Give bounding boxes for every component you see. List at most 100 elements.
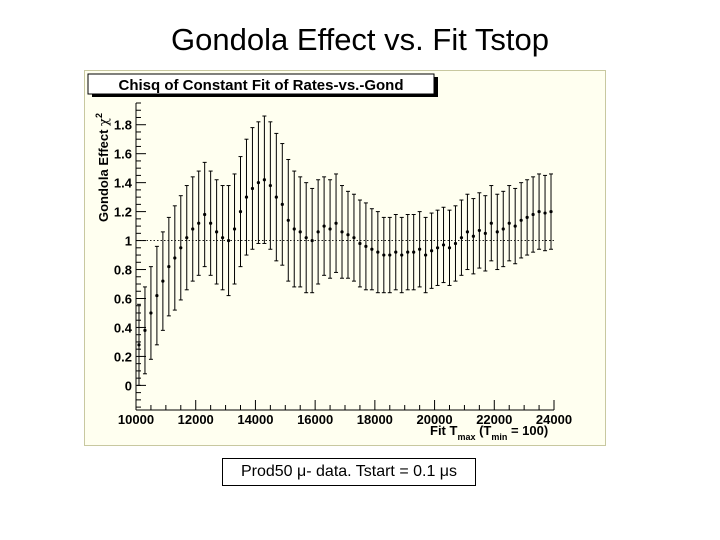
point-marker <box>477 228 481 233</box>
data-point <box>160 231 165 331</box>
data-point <box>316 179 321 285</box>
point-marker <box>209 221 213 225</box>
y-tick-label: 1.6 <box>114 147 132 162</box>
point-marker <box>161 279 165 283</box>
y-axis-label-symbol: χ <box>97 118 112 126</box>
point-marker <box>400 253 404 257</box>
point-marker <box>292 227 296 231</box>
data-point <box>447 209 452 286</box>
x-axis-label-c: = 100) <box>507 423 548 438</box>
data-point <box>250 127 255 250</box>
data-point <box>226 185 231 297</box>
data-point <box>304 182 309 294</box>
data-point <box>387 216 392 294</box>
point-marker <box>322 224 326 228</box>
data-point <box>483 195 488 272</box>
point-marker <box>179 246 183 250</box>
data-point <box>399 216 404 294</box>
point-marker <box>418 247 422 251</box>
point-marker <box>137 343 141 347</box>
y-tick-label: 0.6 <box>114 291 132 306</box>
point-marker <box>286 218 290 222</box>
point-marker <box>388 253 392 257</box>
point-marker <box>513 224 517 228</box>
point-marker <box>483 231 487 235</box>
y-tick-label: 1.2 <box>114 205 132 220</box>
data-point <box>310 187 315 294</box>
data-point <box>184 185 189 291</box>
x-tick-label: 20000 <box>416 412 452 427</box>
data-point <box>405 214 410 291</box>
data-point <box>369 208 374 291</box>
point-marker <box>489 221 493 225</box>
point-marker <box>191 227 195 231</box>
y-tick-label: 1.8 <box>114 118 132 133</box>
point-marker <box>155 293 159 298</box>
data-point <box>465 193 470 271</box>
point-marker <box>501 227 505 231</box>
data-point <box>375 211 380 294</box>
y-tick-label: 0.2 <box>114 349 132 364</box>
point-marker <box>226 238 231 243</box>
data-point <box>172 205 177 311</box>
point-marker <box>531 212 535 217</box>
data-point <box>471 198 476 275</box>
data-point <box>489 185 494 262</box>
point-marker <box>429 249 434 253</box>
point-marker <box>465 230 470 234</box>
x-tick-label: 18000 <box>357 412 393 427</box>
point-marker <box>435 246 440 250</box>
data-point <box>244 138 249 256</box>
x-axis-label-b: (T <box>475 423 491 438</box>
data-point <box>543 174 548 252</box>
data-point <box>411 214 416 291</box>
point-marker <box>453 241 458 246</box>
data-point <box>274 132 279 262</box>
x-axis-label: Fit Tmax (Tmin = 100) <box>430 423 548 442</box>
data-point <box>381 216 386 294</box>
chart-title: Chisq of Constant Fit of Rates-vs.-Gond <box>119 77 404 94</box>
point-marker <box>256 181 261 185</box>
x-axis-label-a: Fit T <box>430 423 457 438</box>
point-marker <box>220 236 225 240</box>
point-marker <box>447 246 452 250</box>
point-marker <box>298 230 302 234</box>
point-marker <box>507 221 511 225</box>
data-point <box>459 199 464 276</box>
point-marker <box>424 253 428 257</box>
x-tick-label: 14000 <box>237 412 273 427</box>
data-point <box>351 193 356 282</box>
point-marker <box>304 236 308 240</box>
data-point <box>190 176 195 282</box>
slide-title: Gondola Effect vs. Fit Tstop <box>171 22 549 57</box>
data-point <box>214 179 219 285</box>
data-point <box>268 121 273 250</box>
point-marker <box>376 250 380 254</box>
data-point <box>513 187 518 265</box>
caption-text: Prod50 μ- data. Tstart = 0.1 μs <box>240 463 458 480</box>
data-point <box>334 173 339 273</box>
y-axis-label-exp: 2 <box>94 113 104 118</box>
chart-title-box: Chisq of Constant Fit of Rates-vs.-Gond <box>87 73 438 97</box>
data-point <box>357 199 362 288</box>
point-marker <box>549 210 553 214</box>
data-point <box>280 143 285 266</box>
x-tick-label: 16000 <box>297 412 333 427</box>
data-point <box>328 179 333 279</box>
point-marker <box>232 227 237 231</box>
data-point <box>531 176 536 253</box>
data-point <box>322 176 327 276</box>
point-marker <box>370 247 374 251</box>
y-axis-label-main: Gondola Effect <box>96 126 111 222</box>
point-marker <box>352 236 356 240</box>
data-point <box>256 121 261 244</box>
point-marker <box>459 236 464 240</box>
point-marker <box>238 210 243 214</box>
point-marker <box>262 178 266 182</box>
point-marker <box>543 211 547 215</box>
data-point <box>298 176 303 288</box>
point-marker <box>197 221 201 225</box>
point-marker <box>316 230 320 234</box>
data-point <box>477 192 482 269</box>
